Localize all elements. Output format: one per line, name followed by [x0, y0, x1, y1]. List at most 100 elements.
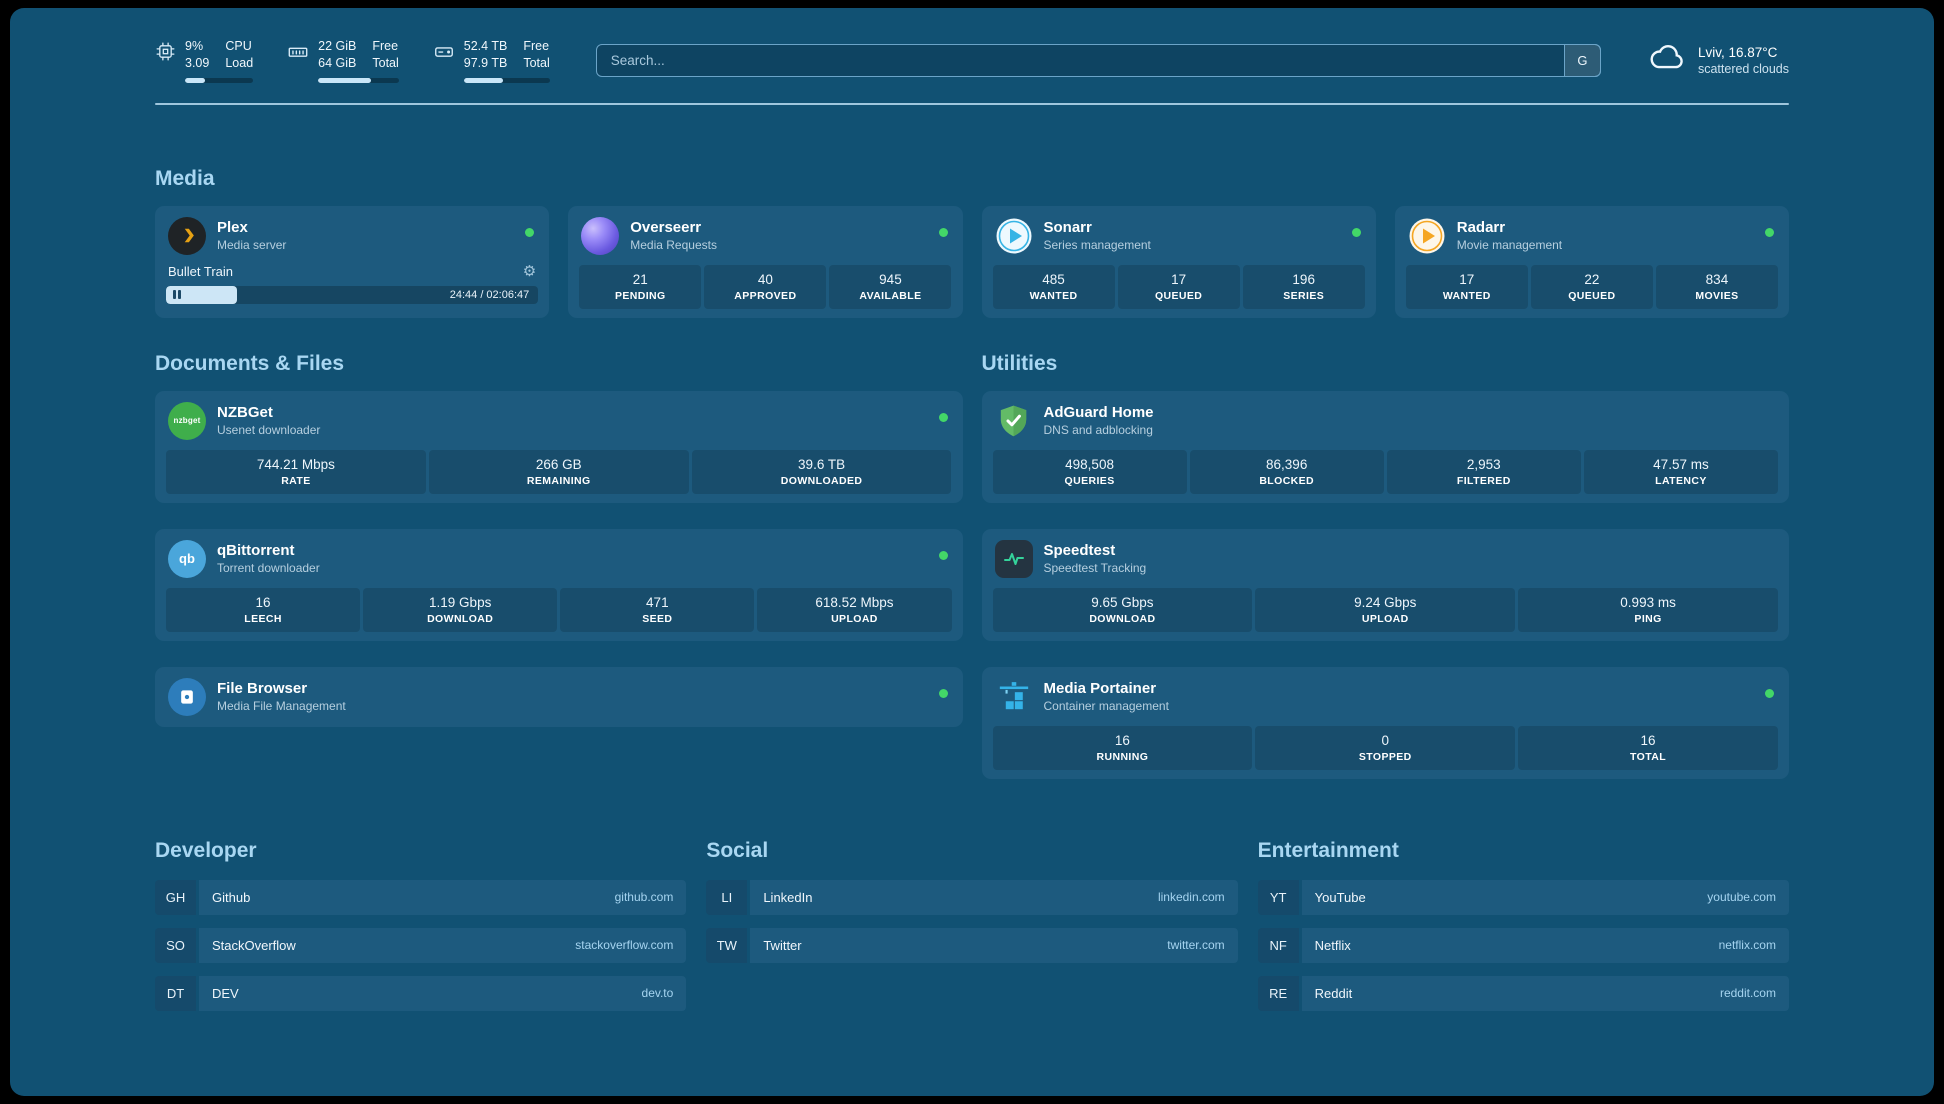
- cpu-icon: [155, 38, 176, 83]
- speedtest-icon: [994, 539, 1033, 578]
- weather-condition: scattered clouds: [1697, 61, 1789, 76]
- disk-progress-bar: [463, 77, 550, 83]
- bookmark-netflix[interactable]: NF Netflix netflix.com: [1257, 927, 1789, 963]
- memory-total-label: Total: [372, 56, 399, 71]
- bookmark-linkedin[interactable]: LI LinkedIn linkedin.com: [706, 879, 1238, 915]
- app-title: Media Portainer: [1043, 680, 1157, 697]
- memory-free-value: 22 GiB: [318, 39, 357, 53]
- stat-remaining: 266 GB REMAINING: [428, 449, 689, 494]
- sonarr-card[interactable]: Sonarr Series management 485 WANTED 17 Q…: [981, 205, 1376, 318]
- bookmark-name: StackOverflow: [212, 937, 296, 953]
- cpu-load-value: 3.09: [185, 56, 210, 71]
- stat-total: 16 TOTAL: [1518, 725, 1778, 770]
- topbar: 9% 3.09 CPU Load: [155, 38, 1789, 83]
- bookmark-twitter[interactable]: TW Twitter twitter.com: [706, 927, 1238, 963]
- bookmark-dev[interactable]: DT DEV dev.to: [155, 975, 687, 1011]
- app-title: NZBGet: [217, 404, 273, 421]
- bookmark-name: Github: [212, 889, 251, 905]
- cpu-load-label: Load: [225, 56, 254, 71]
- stat-seed: 471 SEED: [560, 587, 755, 632]
- status-dot: [938, 412, 948, 422]
- stat-download: 1.19 Gbps DOWNLOAD: [363, 587, 558, 632]
- pause-icon[interactable]: [173, 290, 181, 299]
- bookmark-url: netflix.com: [1718, 938, 1776, 952]
- bookmark-name: Twitter: [763, 937, 802, 953]
- section-utilities: Utilities AdGuard Home: [981, 352, 1789, 779]
- overseerr-card[interactable]: Overseerr Media Requests 21 PENDING 40 A…: [568, 205, 963, 318]
- radarr-card[interactable]: Radarr Movie management 17 WANTED 22 QUE…: [1394, 205, 1789, 318]
- search-engine-button[interactable]: G: [1563, 43, 1601, 77]
- filebrowser-icon: [168, 677, 206, 716]
- bookmark-group-developer: Developer GH Github github.com SO StackO…: [155, 839, 687, 1011]
- nzbget-card[interactable]: nzbget NZBGet Usenet downloader 744.21 M…: [155, 390, 963, 503]
- cloud-icon: [1647, 42, 1687, 79]
- disk-progress-fill: [463, 77, 504, 83]
- app-title: Plex: [217, 219, 248, 236]
- app-subtitle: Container management: [1043, 699, 1169, 713]
- dashboard: 9% 3.09 CPU Load: [10, 8, 1934, 1096]
- bookmark-abbr: DT: [155, 975, 196, 1011]
- weather-location: Lviv, 16.87°C: [1697, 44, 1778, 60]
- memory-progress-fill: [318, 77, 372, 83]
- section-title-documents: Documents & Files: [155, 351, 345, 375]
- search-input[interactable]: [595, 43, 1601, 77]
- stat-wanted: 485 WANTED: [992, 264, 1115, 309]
- status-dot: [938, 550, 948, 560]
- cpu-usage-value: 9%: [185, 39, 204, 53]
- app-subtitle: DNS and adblocking: [1043, 423, 1153, 437]
- stat-download: 9.65 Gbps DOWNLOAD: [992, 587, 1253, 632]
- bookmark-group-social: Social LI LinkedIn linkedin.com TW Twitt…: [706, 839, 1238, 1011]
- qbittorrent-icon: qb: [168, 539, 206, 578]
- bookmark-stackoverflow[interactable]: SO StackOverflow stackoverflow.com: [155, 927, 687, 963]
- bookmark-name: Reddit: [1314, 985, 1353, 1001]
- memory-total-value: 64 GiB: [318, 56, 357, 71]
- stat-downloaded: 39.6 TB DOWNLOADED: [691, 449, 952, 494]
- section-media: Media Plex Media server Bullet Train ⚙: [155, 167, 1789, 318]
- speedtest-card[interactable]: Speedtest Speedtest Tracking 9.65 Gbps D…: [981, 528, 1789, 641]
- cpu-monitor: 9% 3.09 CPU Load: [155, 38, 254, 83]
- bookmark-name: LinkedIn: [763, 889, 813, 905]
- adguard-card[interactable]: AdGuard Home DNS and adblocking 498,508 …: [981, 390, 1789, 503]
- bookmark-group-entertainment: Entertainment YT YouTube youtube.com NF …: [1257, 839, 1789, 1011]
- playback-progress-bar: 24:44 / 02:06:47: [166, 285, 539, 304]
- plex-card[interactable]: Plex Media server Bullet Train ⚙ 24:44 /…: [155, 205, 550, 318]
- app-subtitle: Media File Management: [217, 699, 346, 713]
- disk-free-value: 52.4 TB: [463, 39, 508, 53]
- bookmark-abbr: NF: [1257, 927, 1299, 963]
- stat-rate: 744.21 Mbps RATE: [166, 449, 426, 494]
- status-dot: [938, 227, 948, 237]
- playback-progress-fill: [166, 285, 237, 304]
- status-dot: [938, 688, 948, 698]
- stat-blocked: 86,396 BLOCKED: [1189, 449, 1384, 494]
- stat-latency: 47.57 ms LATENCY: [1583, 449, 1778, 494]
- bookmark-youtube[interactable]: YT YouTube youtube.com: [1257, 879, 1789, 915]
- stat-available: 945 AVAILABLE: [829, 264, 952, 309]
- portainer-card[interactable]: Media Portainer Container management 16 …: [981, 666, 1789, 779]
- disk-total-label: Total: [523, 56, 550, 71]
- stat-stopped: 0 STOPPED: [1255, 725, 1516, 770]
- nzbget-icon: nzbget: [168, 401, 206, 440]
- bookmark-url: github.com: [614, 890, 674, 904]
- bookmark-url: linkedin.com: [1157, 890, 1225, 904]
- bookmark-reddit[interactable]: RE Reddit reddit.com: [1257, 975, 1789, 1011]
- stat-queued: 22 QUEUED: [1530, 264, 1653, 309]
- filebrowser-card[interactable]: File Browser Media File Management: [155, 666, 963, 727]
- stat-ping: 0.993 ms PING: [1518, 587, 1778, 632]
- gear-icon[interactable]: ⚙: [522, 262, 537, 280]
- section-title-media: Media: [155, 166, 215, 190]
- bookmark-abbr: GH: [155, 879, 196, 915]
- playback-time: 24:44 / 02:06:47: [449, 288, 530, 301]
- app-title: Radarr: [1456, 219, 1506, 236]
- memory-progress-bar: [318, 77, 399, 83]
- bookmark-abbr: YT: [1257, 879, 1299, 915]
- app-title: File Browser: [217, 680, 308, 697]
- bookmark-github[interactable]: GH Github github.com: [155, 879, 687, 915]
- stat-filtered: 2,953 FILTERED: [1386, 449, 1581, 494]
- bookmark-name: DEV: [212, 985, 239, 1001]
- status-dot: [1765, 227, 1774, 237]
- radarr-icon: [1408, 217, 1446, 255]
- bookmark-url: dev.to: [641, 986, 674, 1000]
- bookmark-abbr: SO: [155, 927, 196, 963]
- bookmark-abbr: TW: [706, 927, 748, 963]
- qbittorrent-card[interactable]: qb qBittorrent Torrent downloader 16 LEE…: [155, 528, 963, 641]
